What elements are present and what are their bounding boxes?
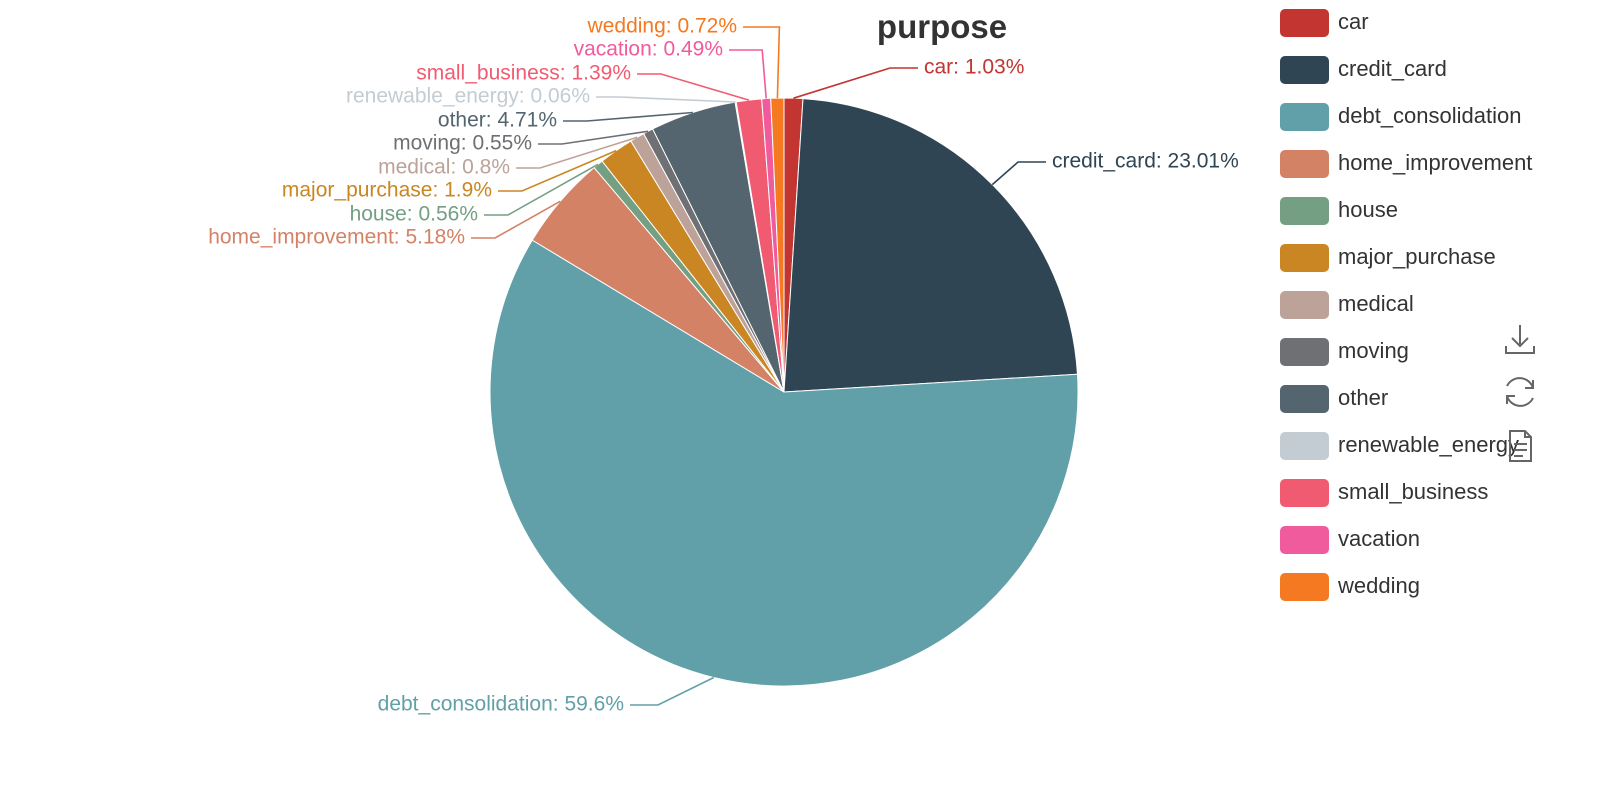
slice-label-other: other: 4.71% [438,109,557,132]
legend-item-credit-card[interactable]: credit_card [1280,56,1447,84]
slice-label-medical: medical: 0.8% [378,156,510,179]
legend-label-house: house [1338,197,1398,222]
legend-label-debt-consolidation: debt_consolidation [1338,103,1521,128]
legend-swatch-home-improvement [1280,150,1329,178]
legend-label-major-purchase: major_purchase [1338,244,1496,269]
slice-label-wedding: wedding: 0.72% [587,15,737,38]
slice-label-house: house: 0.56% [350,203,478,226]
legend-swatch-house [1280,197,1329,225]
legend-label-other: other [1338,385,1388,410]
refresh-icon[interactable] [1500,372,1540,412]
legend-label-vacation: vacation [1338,526,1420,551]
chart-title: purpose [877,8,1007,45]
legend-swatch-credit-card [1280,56,1329,84]
slice-label-renewable-energy: renewable_energy: 0.06% [346,85,590,108]
slice-label-debt-consolidation: debt_consolidation: 59.6% [378,693,624,716]
data-view-icon[interactable] [1500,426,1540,466]
leader-line-renewable-energy [596,96,736,103]
slice-label-credit-card: credit_card: 23.01% [1052,150,1239,173]
leader-line-wedding [743,26,781,99]
legend-item-home-improvement[interactable]: home_improvement [1280,150,1532,178]
legend-swatch-medical [1280,291,1329,319]
legend-swatch-renewable-energy [1280,432,1329,460]
slice-label-moving: moving: 0.55% [393,132,532,155]
slice-label-small-business: small_business: 1.39% [416,62,631,85]
slice-label-vacation: vacation: 0.49% [574,38,723,61]
leader-line-medical [516,136,638,169]
legend-label-moving: moving [1338,338,1409,363]
legend-label-small-business: small_business [1338,479,1488,504]
legend-item-vacation[interactable]: vacation [1280,526,1420,554]
legend-item-small-business[interactable]: small_business [1280,479,1488,507]
slice-label-major-purchase: major_purchase: 1.9% [282,179,492,202]
leader-line-other [563,111,693,122]
legend-swatch-car [1280,9,1329,37]
legend-item-debt-consolidation[interactable]: debt_consolidation [1280,103,1521,131]
leader-line-house [484,163,599,216]
leader-line-moving [538,130,649,145]
legend-swatch-wedding [1280,573,1329,601]
legend-label-medical: medical [1338,291,1414,316]
legend-label-car: car [1338,9,1369,34]
legend-label-home-improvement: home_improvement [1338,150,1532,175]
legend-item-medical[interactable]: medical [1280,291,1414,319]
legend-item-car[interactable]: car [1280,9,1369,37]
legend-swatch-major-purchase [1280,244,1329,272]
legend-label-credit-card: credit_card [1338,56,1447,81]
leader-line-credit-card [991,161,1046,186]
legend-swatch-debt-consolidation [1280,103,1329,131]
label-leader-lines [471,26,1046,706]
legend-item-house[interactable]: house [1280,197,1398,225]
pie-slice-credit-card[interactable] [783,98,1078,393]
legend-item-moving[interactable]: moving [1280,338,1409,366]
legend-item-other[interactable]: other [1280,385,1388,413]
leader-line-major-purchase [498,149,617,192]
slice-label-home-improvement: home_improvement: 5.18% [208,226,465,249]
leader-line-home-improvement [471,200,561,239]
legend-item-major-purchase[interactable]: major_purchase [1280,244,1496,272]
slice-label-car: car: 1.03% [924,56,1024,79]
legend-label-wedding: wedding [1337,573,1420,598]
legend-swatch-moving [1280,338,1329,366]
legend-item-renewable-energy[interactable]: renewable_energy [1280,432,1519,460]
leader-line-debt-consolidation [630,676,715,706]
download-icon[interactable] [1500,320,1540,360]
legend-swatch-other [1280,385,1329,413]
leader-line-vacation [729,49,767,99]
legend-item-wedding[interactable]: wedding [1280,573,1420,601]
legend: car credit_card debt_consolidation home_imp… [1280,9,1532,601]
leader-line-small-business [637,73,750,101]
legend-label-renewable-energy: renewable_energy [1338,432,1519,457]
legend-swatch-small-business [1280,479,1329,507]
legend-swatch-vacation [1280,526,1329,554]
leader-line-car [793,67,918,99]
pie-slices [489,97,1079,687]
slice-labels: car: 1.03% credit_card: 23.01% debt_consol… [208,15,1239,716]
